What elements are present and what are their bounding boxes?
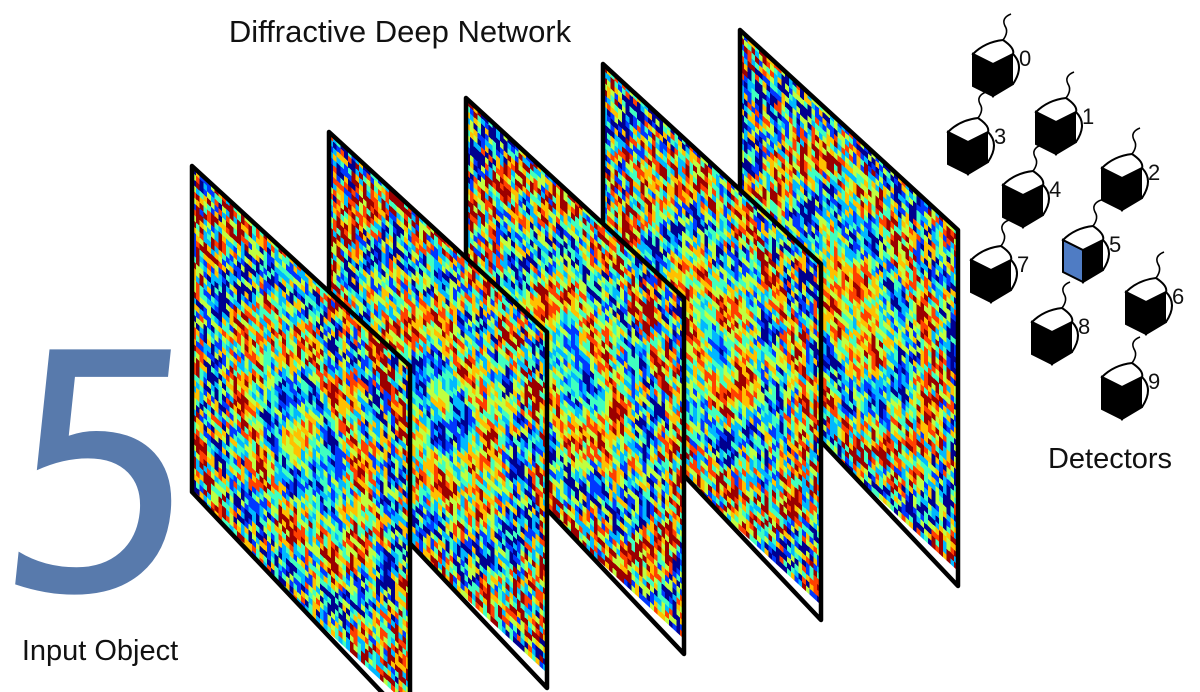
input-object: 5 Input Object xyxy=(0,284,222,668)
detector-number: 6 xyxy=(1172,284,1184,309)
detector-number: 3 xyxy=(994,124,1006,149)
detector-number: 8 xyxy=(1078,314,1090,339)
detector-0: 0 xyxy=(971,13,1031,98)
detector-number: 4 xyxy=(1049,177,1061,202)
diagram-title: Diffractive Deep Network xyxy=(229,14,572,49)
input-digit: 5 xyxy=(0,284,222,668)
detector-number: 7 xyxy=(1017,252,1029,277)
detector-array: 0 1 2 3 4 5 6 7 8 9 xyxy=(946,13,1184,421)
detector-number: 2 xyxy=(1148,160,1160,185)
detector-number: 9 xyxy=(1148,369,1160,394)
detector-6: 6 xyxy=(1124,251,1184,336)
detector-4: 4 xyxy=(1001,144,1061,229)
detector-number: 1 xyxy=(1082,104,1094,129)
detector-number: 5 xyxy=(1109,232,1121,257)
input-object-label: Input Object xyxy=(22,635,178,667)
diffractive-layers xyxy=(189,27,961,692)
detector-8: 8 xyxy=(1030,281,1090,366)
detector-9: 9 xyxy=(1100,336,1160,421)
detector-5: 5 xyxy=(1061,199,1121,284)
detectors-label: Detectors xyxy=(1048,443,1172,475)
detector-7: 7 xyxy=(969,219,1029,304)
detector-3: 3 xyxy=(946,91,1006,176)
detector-2: 2 xyxy=(1100,127,1160,212)
detector-number: 0 xyxy=(1019,46,1031,71)
detector-1: 1 xyxy=(1034,71,1094,156)
